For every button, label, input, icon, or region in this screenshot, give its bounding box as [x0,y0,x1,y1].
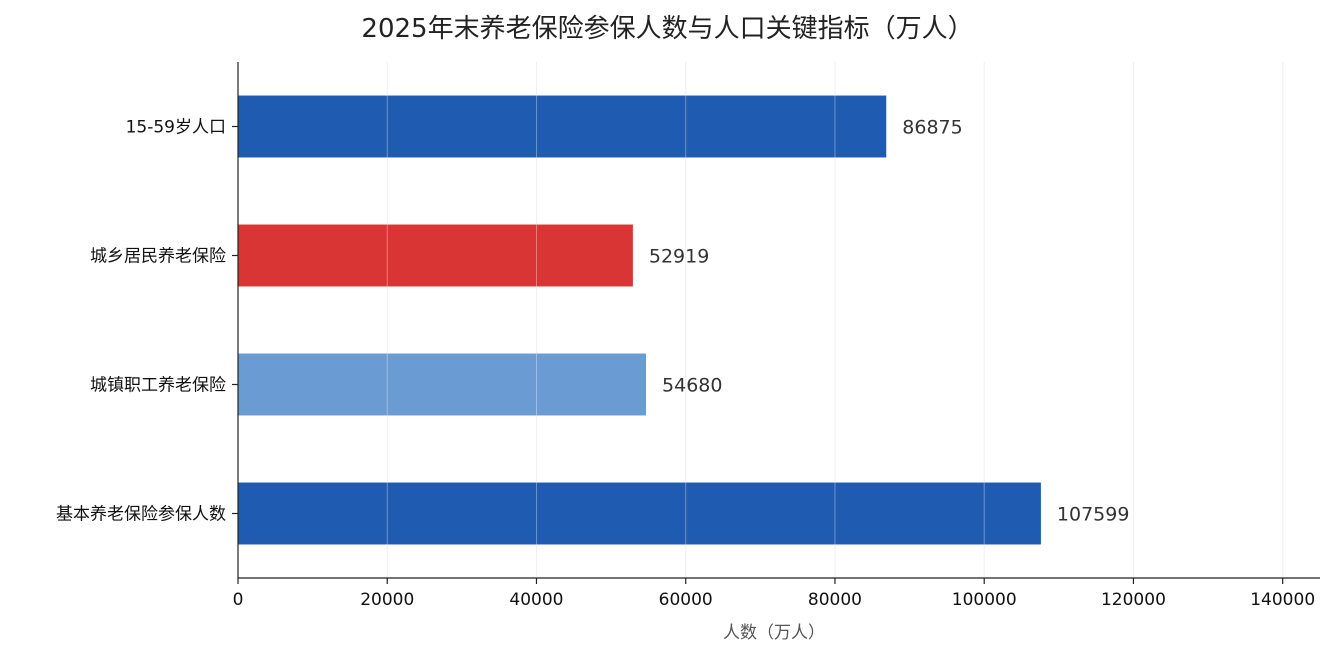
y-tick-label: 城镇职工养老保险 [90,376,226,396]
x-tick-label: 20000 [360,590,414,610]
y-tick-label: 15-59岁人口 [126,118,226,138]
bar [238,353,647,416]
axes-layer [232,62,1320,584]
bar [238,95,887,158]
x-tick-label: 120000 [1101,590,1166,610]
bar [238,482,1041,545]
data-label: 54680 [662,375,722,397]
x-tick-label: 100000 [952,590,1017,610]
y-tick-label: 城乡居民养老保险 [90,247,226,267]
data-label: 52919 [649,246,709,268]
bar [238,224,633,287]
y-tick-label: 基本养老保险参保人数 [56,505,226,525]
chart-title: 2025年末养老保险参保人数与人口关键指标（万人） [361,14,974,44]
x-axis-title: 人数（万人） [723,623,825,643]
data-label: 107599 [1057,504,1130,526]
x-tick-label: 40000 [509,590,563,610]
data-label: 86875 [902,117,962,139]
x-tick-label: 60000 [659,590,713,610]
x-tick-label: 80000 [808,590,862,610]
x-tick-label: 0 [233,590,244,610]
labels-layer: 0 20000 40000 60000 80000 100000 120000 140000 1… [56,117,1315,611]
x-tick-label: 140000 [1250,590,1315,610]
bars-layer [238,62,1284,578]
